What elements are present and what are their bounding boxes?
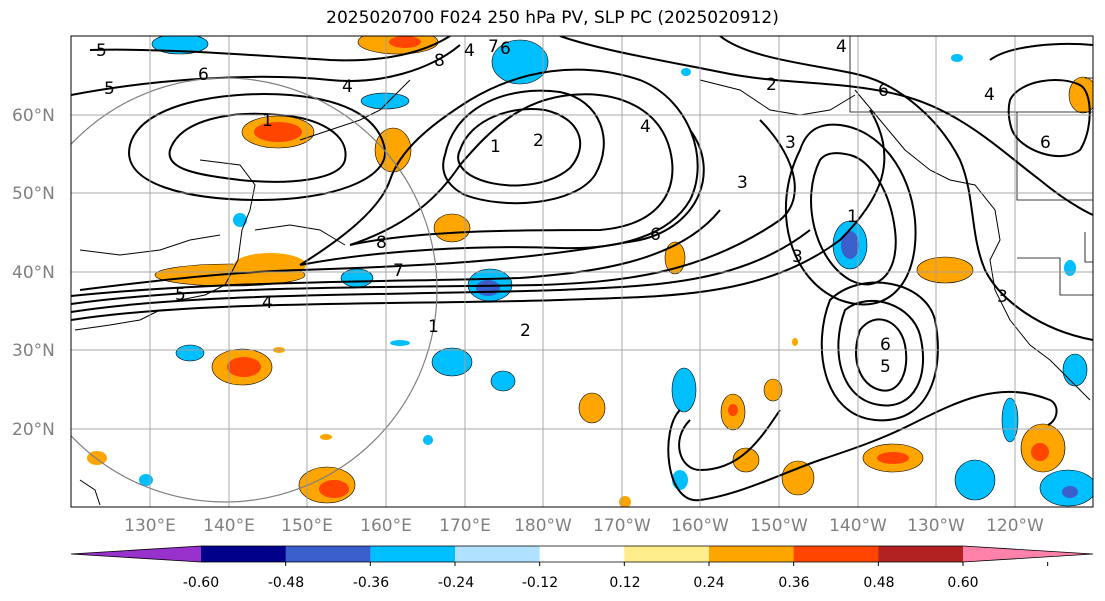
colorbar-tick-label: 0.12 <box>609 575 640 591</box>
colorbar-segment <box>370 546 456 562</box>
colorbar-tick-label: -0.60 <box>183 575 219 591</box>
colorbar-tick-label: 0.24 <box>693 575 724 591</box>
contour-label: 5 <box>880 357 891 377</box>
contour-label: 4 <box>984 85 995 105</box>
lon-label: 130°E <box>124 516 176 536</box>
colorbar: -0.60 -0.48 -0.36 -0.24 -0.12 0.12 0.24 … <box>70 545 1094 591</box>
contour-label: 6 <box>500 39 511 59</box>
colorbar-segment <box>624 546 710 562</box>
latitude-labels: 60°N 50°N 40°N 30°N 20°N <box>12 106 55 440</box>
lon-label: 160°W <box>671 516 729 536</box>
lon-label: 150°W <box>750 516 808 536</box>
range-circle <box>71 77 438 503</box>
lat-label: 60°N <box>12 106 55 126</box>
contour-label: 5 <box>96 41 107 61</box>
map-frame <box>70 35 1094 508</box>
colorbar-tick-label: -0.24 <box>438 575 474 591</box>
contour-label: 2 <box>520 321 531 341</box>
pv-anomaly-shading <box>87 36 1093 507</box>
contour-label: 4 <box>464 41 475 61</box>
gridlines <box>71 36 1093 507</box>
contour-label: 7 <box>393 261 404 281</box>
pv-contours <box>71 36 1093 502</box>
lat-label: 20°N <box>12 420 55 440</box>
contour-label: 3 <box>792 247 803 267</box>
contour-label: 6 <box>650 225 661 245</box>
contour-label: 6 <box>880 335 891 355</box>
contour-label: 1 <box>428 317 439 337</box>
colorbar-segment <box>201 546 287 562</box>
lon-label: 120°W <box>986 516 1044 536</box>
lon-label: 140°W <box>829 516 887 536</box>
colorbar-extend-max <box>963 546 1093 562</box>
lon-label: 170°W <box>593 516 651 536</box>
contour-label: 7 <box>488 37 499 57</box>
lon-label: 150°E <box>281 516 333 536</box>
colorbar-segment <box>539 546 625 562</box>
colorbar-segment <box>878 546 964 562</box>
contour-label: 4 <box>262 293 273 313</box>
positive-pv-anomaly-blob <box>87 36 1093 507</box>
contour-label: 1 <box>847 207 858 227</box>
contour-label: 4 <box>836 37 847 57</box>
negative-pv-anomaly-blob <box>139 36 1093 507</box>
map-title: 2025020700 F024 250 hPa PV, SLP PC (2025… <box>326 8 779 28</box>
lon-label: 130°W <box>907 516 965 536</box>
colorbar-extend-min <box>71 546 201 562</box>
longitude-labels: 130°E 140°E 150°E 160°E 170°E 180°W 170°… <box>124 516 1044 536</box>
contour-label: 6 <box>198 65 209 85</box>
colorbar-tick-label: -0.48 <box>268 575 304 591</box>
lon-label: 140°E <box>203 516 255 536</box>
contour-label: 3 <box>737 173 748 193</box>
colorbar-tick-labels: -0.60 -0.48 -0.36 -0.24 -0.12 0.12 0.24 … <box>183 575 979 591</box>
contour-label: 6 <box>1040 133 1051 153</box>
contour-label: 2 <box>766 75 777 95</box>
colorbar-tick-label: -0.12 <box>522 575 558 591</box>
contour-label: 1 <box>490 137 501 157</box>
lon-label: 180°W <box>514 516 572 536</box>
lon-label: 160°E <box>360 516 412 536</box>
contour-label: 8 <box>434 51 445 71</box>
contour-label: 5 <box>104 79 115 99</box>
lon-label: 170°E <box>439 516 491 536</box>
lat-label: 30°N <box>12 341 55 361</box>
colorbar-segment <box>793 546 879 562</box>
contour-label: 5 <box>175 285 186 305</box>
contour-label: 8 <box>376 233 387 253</box>
colorbar-tick-label: 0.60 <box>947 575 978 591</box>
colorbar-outline <box>70 545 1094 563</box>
colorbar-tick-label: 0.48 <box>863 575 894 591</box>
colorbar-tick-label: 0.36 <box>778 575 809 591</box>
contour-label: 6 <box>878 81 889 101</box>
contour-label: 1 <box>262 111 273 131</box>
contour-label: 4 <box>342 77 353 97</box>
contour-label: 3 <box>997 287 1008 307</box>
contour-label: 2 <box>533 131 544 151</box>
contour-labels: 5 6 5 4 1 8 4 7 6 1 2 4 2 3 6 3 8 7 5 4 … <box>96 37 1051 377</box>
colorbar-segment <box>455 546 541 562</box>
colorbar-segment <box>709 546 795 562</box>
colorbar-tick-label: -0.36 <box>353 575 389 591</box>
contour-label: 4 <box>640 117 651 137</box>
lat-label: 40°N <box>12 263 55 283</box>
colorbar-segment <box>285 546 371 562</box>
contour-label: 3 <box>785 133 796 153</box>
lat-label: 50°N <box>12 184 55 204</box>
